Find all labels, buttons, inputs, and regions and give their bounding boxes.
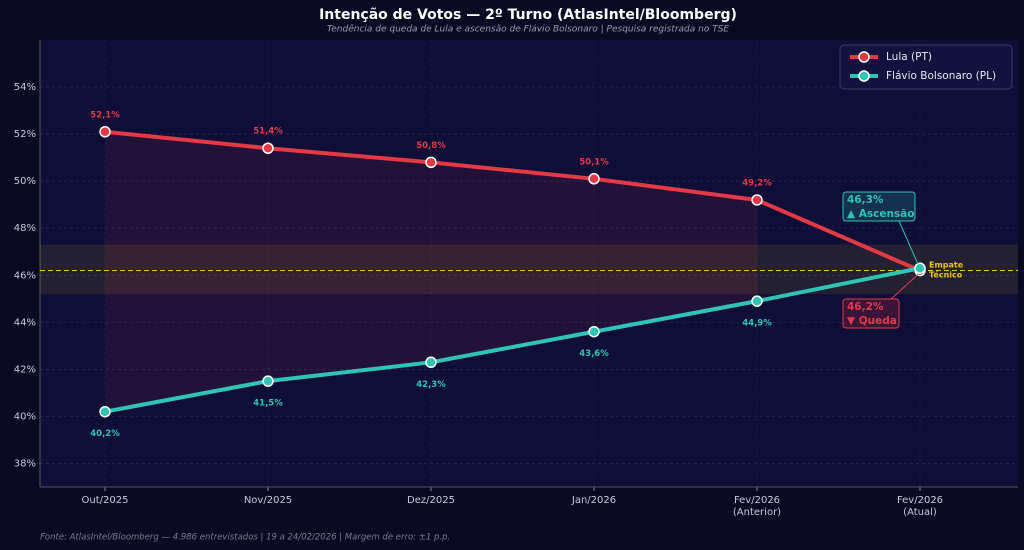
point bbox=[99, 126, 111, 138]
y-tick-label: 46% bbox=[14, 270, 36, 281]
gap-area bbox=[105, 131, 757, 412]
series-line bbox=[104, 129, 921, 273]
y-tick-label: 48% bbox=[14, 223, 36, 234]
point bbox=[751, 194, 763, 206]
footer: Fonte: AtlasIntel/Bloomberg — 4.986 entr… bbox=[40, 533, 450, 543]
legend-label: Flávio Bolsonaro (PL) bbox=[886, 70, 996, 82]
tie-band bbox=[40, 244, 1018, 295]
chart-title: Intenção de Votos — 2º Turno (AtlasIntel… bbox=[319, 7, 737, 23]
x-tick-label: Nov/2025 bbox=[244, 495, 292, 506]
annotation-text: ▲ Ascensão bbox=[847, 208, 914, 220]
legend-marker bbox=[858, 51, 870, 63]
point bbox=[99, 405, 111, 418]
point bbox=[914, 262, 926, 274]
plot-area bbox=[40, 40, 1018, 487]
y-tick-label: 52% bbox=[14, 129, 36, 140]
annotation-box bbox=[842, 298, 900, 329]
annotation-text: 46,3% bbox=[847, 194, 884, 206]
y-tick-label: 40% bbox=[14, 411, 36, 422]
point bbox=[588, 325, 600, 338]
chart-subtitle: Tendência de queda de Lula e ascensão de… bbox=[327, 24, 730, 35]
annotation-text: ▼ Queda bbox=[847, 315, 897, 327]
point bbox=[751, 295, 763, 307]
y-tick-label: 50% bbox=[14, 176, 36, 187]
value-label: 52,1% bbox=[90, 110, 120, 120]
value-label: 50,8% bbox=[416, 141, 446, 151]
value-label: 42,3% bbox=[416, 380, 446, 390]
value-label: 44,9% bbox=[742, 319, 772, 329]
point bbox=[262, 375, 274, 387]
annotation-arrow bbox=[898, 220, 919, 265]
y-tick-label: 54% bbox=[14, 82, 36, 93]
legend-box bbox=[839, 44, 1013, 90]
x-tick-label: Fev/2026 (Atual) bbox=[897, 495, 943, 518]
tie-label: Empate Técnico bbox=[929, 260, 964, 279]
y-tick-label: 38% bbox=[14, 458, 36, 469]
y-tick-label: 42% bbox=[14, 364, 36, 375]
annotation-box bbox=[842, 191, 916, 222]
point bbox=[588, 173, 600, 185]
value-label: 43,6% bbox=[579, 349, 609, 359]
value-label: 41,5% bbox=[253, 399, 283, 409]
value-label: 51,4% bbox=[253, 127, 283, 137]
x-tick-label: Dez/2025 bbox=[407, 495, 455, 506]
annotation-text: 46,2% bbox=[847, 301, 884, 313]
value-label: 40,2% bbox=[90, 429, 120, 439]
value-label: 50,1% bbox=[579, 157, 609, 167]
x-tick-label: Out/2025 bbox=[82, 495, 129, 506]
x-tick-label: Jan/2026 bbox=[571, 495, 616, 506]
point bbox=[425, 156, 437, 169]
legend-label: Lula (PT) bbox=[886, 51, 932, 63]
value-label: 49,2% bbox=[742, 178, 772, 188]
series-line bbox=[104, 266, 921, 414]
legend-marker bbox=[858, 70, 870, 82]
point bbox=[262, 142, 274, 154]
annotation-arrow bbox=[890, 274, 919, 300]
y-tick-label: 44% bbox=[14, 317, 36, 328]
x-tick-label: Fev/2026 (Anterior) bbox=[733, 495, 781, 518]
point bbox=[425, 356, 437, 369]
